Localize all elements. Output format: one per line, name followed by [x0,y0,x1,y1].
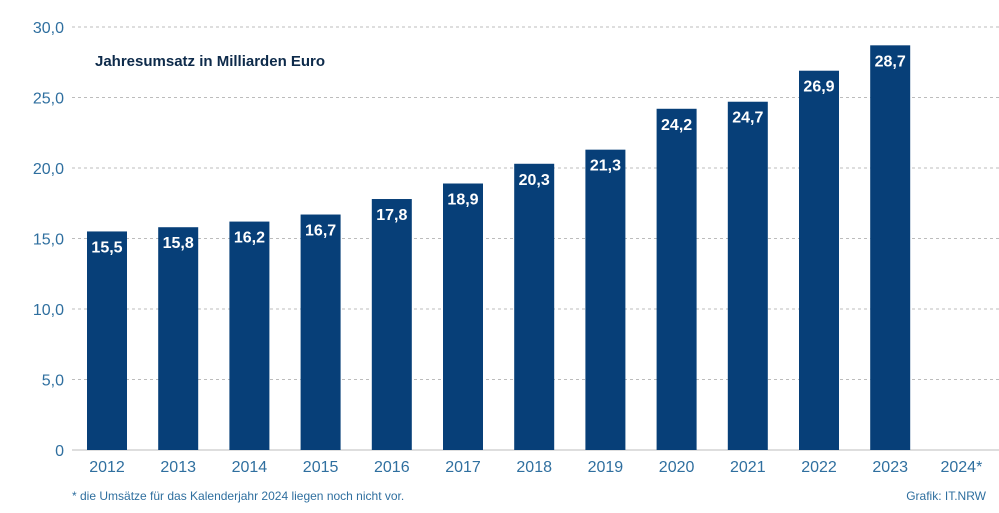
bar-2018 [514,163,555,450]
x-tick-label: 2016 [374,459,410,476]
bars [87,45,911,451]
bar-2014 [229,221,270,450]
x-tick-label: 2012 [89,459,125,476]
x-tick-label: 2022 [801,459,837,476]
bar-value-label: 28,7 [875,53,906,70]
source-credit: Grafik: IT.NRW [906,489,986,503]
x-tick-label: 2013 [160,459,196,476]
bar-2020 [656,108,697,450]
x-tick-label: 2018 [516,459,552,476]
y-tick-label: 30,0 [33,20,64,37]
y-tick-label: 5,0 [42,373,64,390]
x-tick-label: 2017 [445,459,481,476]
bar-value-label: 16,7 [305,223,336,240]
x-tick-label: 2019 [588,459,624,476]
bar-value-label: 16,2 [234,230,265,247]
bar-value-label: 17,8 [376,207,407,224]
y-tick-label: 20,0 [33,161,64,178]
footnote: * die Umsätze für das Kalenderjahr 2024 … [72,489,404,503]
bar-2021 [727,101,768,450]
y-axis-tick-labels: 0 5,0 10,0 15,0 20,0 25,0 30,0 [33,20,64,460]
bar-value-label: 18,9 [447,192,478,209]
y-tick-label: 25,0 [33,91,64,108]
y-tick-label: 0 [55,443,64,460]
x-tick-label: 2014 [232,459,268,476]
x-tick-label: 2015 [303,459,339,476]
x-axis-tick-labels: 2012 2013 2014 2015 2016 2017 2018 2019 2020 2021… [89,459,982,476]
y-tick-label: 10,0 [33,302,64,319]
bar-2023 [870,45,911,451]
bar-value-label: 24,7 [732,110,763,127]
x-tick-label: 2024* [940,459,982,476]
bar-2019 [585,149,626,451]
x-tick-label: 2020 [659,459,695,476]
x-tick-label: 2021 [730,459,766,476]
bar-value-label: 15,8 [163,235,194,252]
bar-value-label: 15,5 [91,239,122,256]
y-tick-label: 15,0 [33,232,64,249]
bar-2017 [443,183,483,450]
bar-2015 [300,214,341,450]
bar-value-label: 21,3 [590,158,621,175]
bar-value-label: 20,3 [519,172,550,189]
x-tick-label: 2023 [872,459,908,476]
chart-title: Jahresumsatz in Milliarden Euro [95,53,325,70]
bar-value-labels: 15,5 15,8 16,2 16,7 17,8 18,9 20,3 21,3 24,2 24,7… [91,53,905,256]
bar-2013 [158,227,199,450]
bar-2012 [87,231,127,450]
bar-2016 [371,199,412,450]
bar-value-label: 24,2 [661,117,692,134]
bar-value-label: 26,9 [803,79,834,96]
bar-2022 [799,70,839,451]
